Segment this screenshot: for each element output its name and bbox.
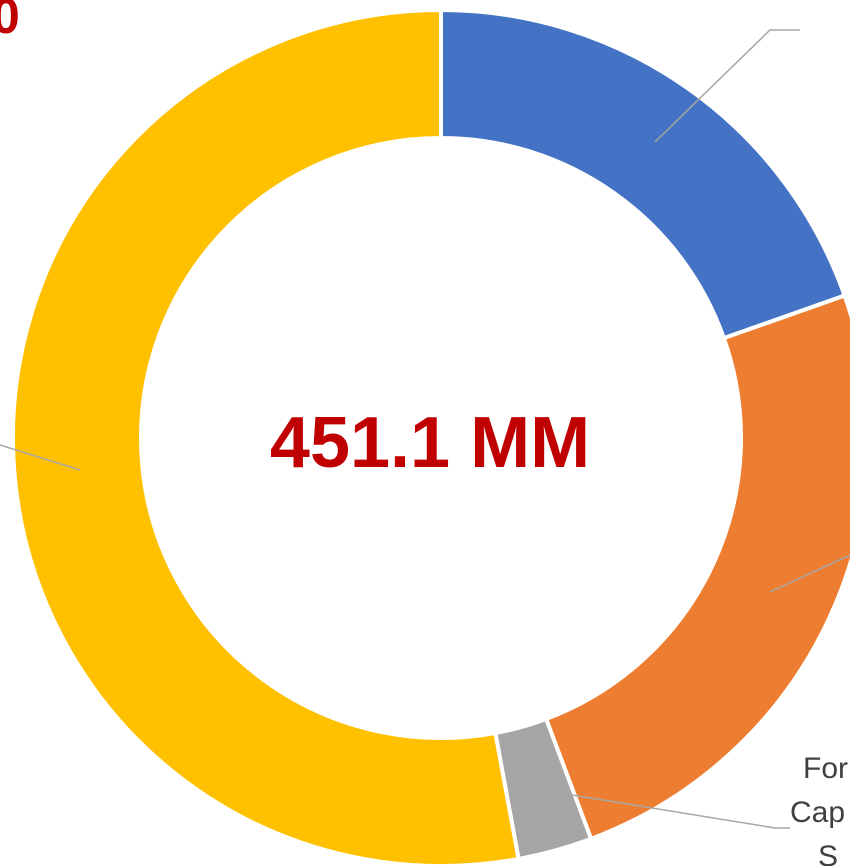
donut-slice xyxy=(11,7,521,866)
slice-label: S xyxy=(818,840,838,866)
center-label: 451.1 MM xyxy=(270,403,590,483)
donut-slice xyxy=(439,7,848,341)
leader-line xyxy=(769,554,850,593)
slice-label: Cap xyxy=(790,796,845,829)
slice-label: For xyxy=(803,752,848,785)
donut-slice xyxy=(543,293,850,842)
chart-title: 0 xyxy=(0,0,20,44)
donut xyxy=(11,7,850,866)
leader-line xyxy=(571,794,790,829)
leader-lines xyxy=(0,29,850,829)
leader-line xyxy=(0,444,81,471)
leader-line xyxy=(654,29,800,143)
